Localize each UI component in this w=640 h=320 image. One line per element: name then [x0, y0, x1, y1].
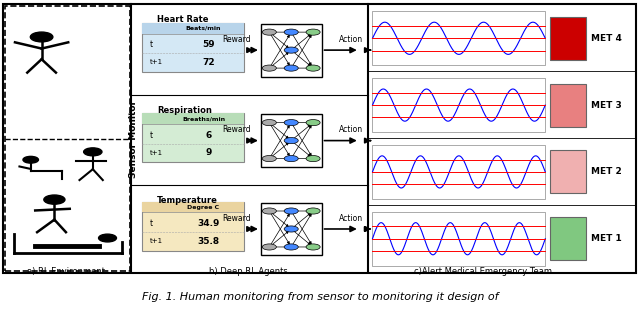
Circle shape	[262, 208, 276, 214]
Text: Action: Action	[339, 35, 363, 44]
Text: t+1: t+1	[150, 238, 163, 244]
Text: Temperature: Temperature	[157, 196, 218, 205]
Text: 9: 9	[205, 148, 212, 157]
Circle shape	[262, 65, 276, 71]
Text: a) RL Environment: a) RL Environment	[27, 267, 105, 276]
FancyBboxPatch shape	[550, 17, 586, 60]
Circle shape	[306, 65, 320, 71]
Text: t+1: t+1	[150, 150, 163, 156]
FancyBboxPatch shape	[3, 4, 636, 273]
Text: Fig. 1. Human monitoring from sensor to monitoring it design of: Fig. 1. Human monitoring from sensor to …	[141, 292, 499, 302]
Text: Action: Action	[339, 125, 363, 134]
Circle shape	[306, 156, 320, 162]
Text: Beats/min: Beats/min	[186, 26, 221, 31]
Circle shape	[262, 156, 276, 162]
FancyBboxPatch shape	[372, 212, 545, 266]
FancyBboxPatch shape	[142, 202, 244, 251]
FancyBboxPatch shape	[142, 23, 244, 72]
Circle shape	[284, 156, 298, 162]
Circle shape	[284, 29, 298, 35]
Circle shape	[306, 244, 320, 250]
Circle shape	[284, 65, 298, 71]
FancyBboxPatch shape	[372, 12, 545, 65]
Text: 59: 59	[202, 41, 215, 50]
Circle shape	[84, 148, 102, 156]
Text: 35.8: 35.8	[198, 236, 220, 245]
Text: 34.9: 34.9	[198, 220, 220, 228]
Circle shape	[99, 234, 116, 242]
Text: Respiration: Respiration	[157, 106, 212, 115]
FancyBboxPatch shape	[142, 114, 244, 162]
FancyBboxPatch shape	[142, 202, 244, 212]
Circle shape	[23, 156, 38, 163]
Circle shape	[262, 244, 276, 250]
Text: Reward: Reward	[223, 214, 251, 223]
Text: MET 4: MET 4	[591, 34, 621, 43]
FancyBboxPatch shape	[550, 150, 586, 193]
Circle shape	[30, 32, 53, 42]
Circle shape	[284, 226, 298, 232]
FancyBboxPatch shape	[550, 84, 586, 126]
Circle shape	[284, 208, 298, 214]
FancyBboxPatch shape	[372, 78, 545, 132]
FancyBboxPatch shape	[550, 217, 586, 260]
Text: t+1: t+1	[150, 59, 163, 65]
Text: Reward: Reward	[223, 125, 251, 134]
Text: 72: 72	[202, 58, 215, 67]
FancyBboxPatch shape	[261, 24, 322, 76]
Circle shape	[284, 120, 298, 126]
Text: Action: Action	[339, 214, 363, 223]
Text: b) Deep RL Agents: b) Deep RL Agents	[209, 267, 288, 276]
Text: MET 1: MET 1	[591, 234, 621, 243]
Text: 6: 6	[205, 131, 212, 140]
Text: t: t	[150, 220, 153, 228]
Text: t: t	[150, 41, 153, 50]
Text: Sensor Monitor: Sensor Monitor	[129, 100, 138, 178]
FancyBboxPatch shape	[142, 114, 244, 124]
Text: t: t	[150, 131, 153, 140]
Text: Heart Rate: Heart Rate	[157, 15, 208, 24]
Circle shape	[306, 208, 320, 214]
FancyBboxPatch shape	[142, 23, 244, 34]
FancyBboxPatch shape	[372, 145, 545, 199]
Text: MET 2: MET 2	[591, 167, 621, 176]
Text: Breaths/min: Breaths/min	[182, 116, 225, 121]
FancyBboxPatch shape	[5, 5, 130, 271]
Circle shape	[262, 29, 276, 35]
Circle shape	[44, 195, 65, 204]
Text: Degree C: Degree C	[188, 204, 220, 210]
Text: c)Alert Medical Emergency Team: c)Alert Medical Emergency Team	[414, 267, 552, 276]
Circle shape	[306, 29, 320, 35]
Circle shape	[284, 138, 298, 144]
Circle shape	[284, 244, 298, 250]
FancyBboxPatch shape	[261, 203, 322, 255]
Circle shape	[262, 120, 276, 126]
FancyBboxPatch shape	[261, 114, 322, 167]
Text: MET 3: MET 3	[591, 100, 621, 109]
Circle shape	[306, 120, 320, 126]
Circle shape	[284, 47, 298, 53]
Text: Reward: Reward	[223, 35, 251, 44]
